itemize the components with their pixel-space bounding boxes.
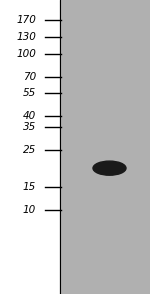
Text: 100: 100	[16, 49, 36, 59]
Text: 15: 15	[23, 182, 36, 192]
Text: 55: 55	[23, 88, 36, 98]
Text: 130: 130	[16, 32, 36, 42]
Bar	[60, 0, 150, 294]
Text: 40: 40	[23, 111, 36, 121]
Ellipse shape	[93, 161, 126, 175]
Bar	[0, 0, 60, 294]
Text: 35: 35	[23, 122, 36, 132]
Text: 70: 70	[23, 72, 36, 82]
Text: 10: 10	[23, 205, 36, 215]
Text: 170: 170	[16, 15, 36, 25]
Text: 25: 25	[23, 145, 36, 155]
